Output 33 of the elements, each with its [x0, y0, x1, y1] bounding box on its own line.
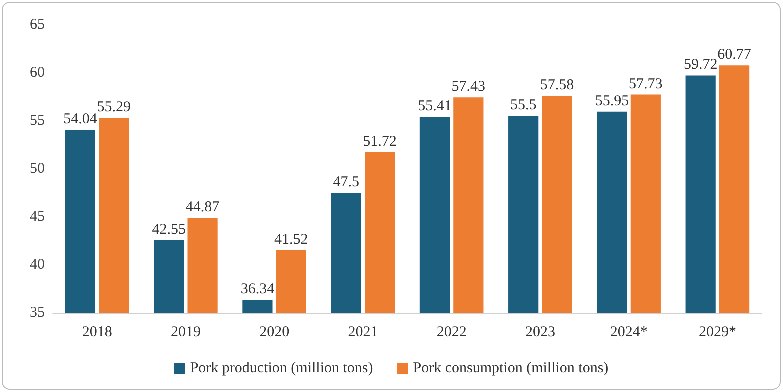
data-label: 54.04 — [64, 112, 98, 128]
x-tick-label: 2021 — [348, 324, 378, 340]
data-label: 55.41 — [418, 98, 452, 115]
y-tick-label: 35 — [30, 305, 45, 321]
data-label: 59.72 — [684, 57, 718, 74]
y-tick-label: 55 — [30, 113, 45, 129]
x-tick-label: 2023 — [525, 324, 556, 340]
x-tick-label: 2019 — [170, 324, 201, 340]
data-label: 55.95 — [595, 93, 630, 110]
data-label: 57.58 — [540, 78, 574, 94]
data-label: 57.43 — [452, 79, 486, 96]
data-label: 47.5 — [333, 174, 360, 190]
data-label: 36.34 — [240, 282, 276, 298]
x-tick-label: 2022 — [436, 324, 467, 340]
data-label: 57.73 — [629, 76, 663, 92]
x-tick-label: 2020 — [260, 324, 290, 340]
legend-label: Pork consumption (million tons) — [413, 360, 609, 376]
data-label: 55.5 — [510, 98, 537, 114]
x-tick-label: 2018 — [82, 324, 112, 340]
data-label: 41.52 — [274, 232, 308, 248]
data-label: 44.87 — [186, 200, 220, 216]
data-label: 55.29 — [97, 100, 132, 116]
y-tick-label: 50 — [30, 161, 45, 177]
data-label: 42.55 — [152, 222, 186, 238]
y-tick-label: 45 — [30, 209, 45, 225]
y-tick-label: 60 — [30, 65, 45, 81]
y-tick-label: 40 — [30, 257, 45, 273]
legend-label: Pork production (million tons) — [190, 360, 374, 376]
x-tick-label: 2024* — [610, 324, 648, 340]
data-label: 60.77 — [718, 47, 752, 64]
x-tick-label: 2029* — [698, 324, 736, 340]
data-label: 51.72 — [363, 134, 397, 150]
y-tick-label: 65 — [30, 17, 45, 33]
